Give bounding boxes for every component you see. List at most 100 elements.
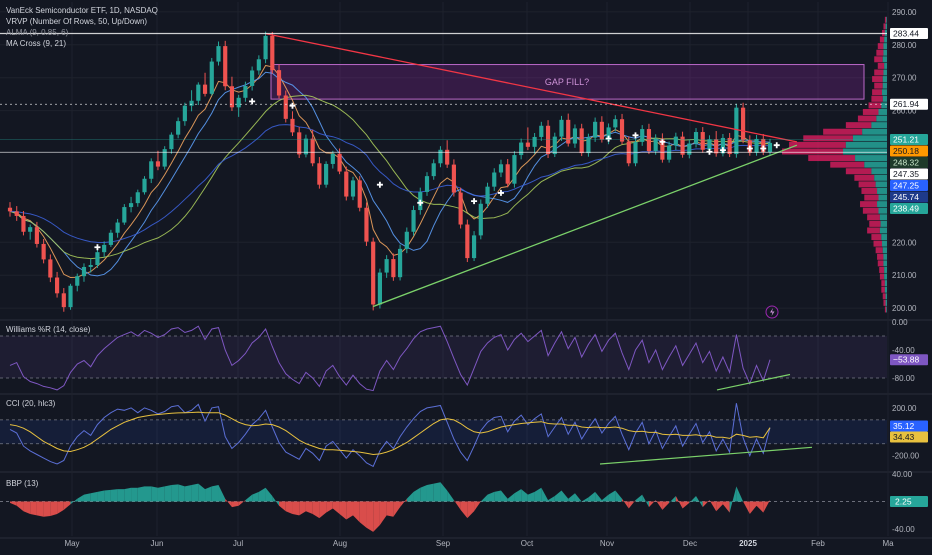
bbp-area bbox=[521, 489, 528, 502]
vrvp-legend[interactable]: VRVP (Number Of Rows, 50, Up/Down) bbox=[6, 17, 148, 26]
bbp-area bbox=[406, 491, 414, 502]
volume-profile-up-bar bbox=[882, 95, 887, 102]
volume-profile-down-bar bbox=[858, 181, 876, 188]
ma-cross-marker bbox=[605, 135, 612, 142]
candle-body bbox=[364, 207, 369, 242]
bbp-title[interactable]: BBP (13) bbox=[6, 479, 39, 488]
bbp-area bbox=[265, 487, 273, 502]
candle-body bbox=[54, 277, 60, 294]
symbol-legend[interactable]: VanEck Semiconductor ETF, 1D, NASDAQ VRV… bbox=[6, 5, 158, 49]
bbp-area bbox=[581, 497, 589, 502]
ma-cross-marker bbox=[746, 145, 753, 152]
bbp-area bbox=[729, 486, 737, 513]
candle-body bbox=[525, 142, 530, 147]
candle-body bbox=[102, 244, 107, 253]
volume-profile-down-bar bbox=[879, 273, 885, 280]
volume-profile-up-bar bbox=[877, 187, 887, 194]
bbp-area bbox=[63, 501, 71, 510]
bbp-area bbox=[319, 501, 327, 519]
volume-profile-up-bar bbox=[871, 122, 887, 129]
bbp-area bbox=[339, 501, 347, 520]
volume-profile-down-bar bbox=[871, 95, 883, 102]
bbp-area bbox=[487, 491, 495, 502]
y-tick-label: 210.00 bbox=[892, 271, 917, 280]
volume-profile-up-bar bbox=[886, 306, 887, 313]
volume-profile-down-bar bbox=[883, 23, 886, 30]
volume-profile-up-bar bbox=[884, 266, 887, 273]
bbp-area bbox=[426, 483, 434, 502]
candle-body bbox=[61, 293, 66, 308]
cci-tick-label: 200.00 bbox=[892, 404, 917, 413]
candle-body bbox=[566, 119, 571, 144]
volume-profile-down-bar bbox=[864, 194, 879, 201]
bbp-area bbox=[117, 489, 125, 502]
candle-body bbox=[532, 136, 537, 147]
bbp-area bbox=[568, 493, 575, 502]
candle-body bbox=[693, 132, 699, 144]
volume-profile-up-bar bbox=[845, 141, 887, 148]
wr-last-label: −53.88 bbox=[893, 355, 920, 365]
volume-profile-up-bar bbox=[881, 102, 887, 109]
y-tick-label: 270.00 bbox=[892, 74, 917, 83]
volume-profile-down-bar bbox=[808, 155, 856, 162]
candle-body bbox=[438, 149, 443, 164]
x-tick-label: Oct bbox=[521, 539, 534, 548]
candle-body bbox=[317, 163, 322, 185]
bbp-area bbox=[534, 487, 542, 502]
bbp-area bbox=[305, 501, 313, 514]
bbp-area bbox=[500, 490, 508, 502]
bbp-area bbox=[507, 493, 515, 502]
williams-r-title[interactable]: Williams %R (14, close) bbox=[6, 325, 91, 334]
candle-body bbox=[559, 119, 564, 137]
candle-body bbox=[68, 285, 73, 308]
bbp-area bbox=[218, 485, 226, 502]
bbp-area bbox=[420, 485, 427, 502]
volume-profile-down-bar bbox=[884, 16, 887, 23]
bbp-tick-label: 40.00 bbox=[892, 470, 913, 479]
ma-long-line bbox=[9, 124, 771, 244]
alma-legend[interactable]: ALMA (9, 0.85, 6) bbox=[6, 28, 69, 37]
volume-profile-down-bar bbox=[830, 161, 865, 168]
candle-body bbox=[599, 121, 604, 140]
symbol-title[interactable]: VanEck Semiconductor ETF, 1D, NASDAQ bbox=[6, 6, 158, 15]
volume-profile-down-bar bbox=[867, 214, 880, 221]
volume-profile-down-bar bbox=[882, 293, 886, 300]
bbp-area bbox=[353, 501, 360, 523]
volume-profile-down-bar bbox=[803, 135, 853, 142]
bbp-area bbox=[514, 489, 522, 502]
volume-profile-down-bar bbox=[869, 220, 881, 227]
bbp-area bbox=[211, 485, 219, 502]
candle-body bbox=[545, 125, 551, 155]
bbp-area bbox=[312, 501, 320, 519]
candle-body bbox=[270, 35, 275, 71]
ma-cross-legend[interactable]: MA Cross (9, 21) bbox=[6, 39, 67, 48]
candle-body bbox=[297, 132, 302, 155]
bbp-area bbox=[413, 487, 421, 502]
candle-body bbox=[182, 105, 187, 122]
candle-body bbox=[727, 137, 732, 155]
candle-body bbox=[741, 107, 746, 141]
bbp-area bbox=[292, 501, 300, 516]
bbp-area bbox=[36, 501, 44, 517]
volume-profile-up-bar bbox=[875, 181, 887, 188]
bbp-area bbox=[608, 490, 616, 502]
wr-tick-label: -80.00 bbox=[892, 374, 915, 383]
candle-body bbox=[485, 186, 490, 204]
cci-title[interactable]: CCI (20, hlc3) bbox=[6, 399, 56, 408]
volume-profile-up-bar bbox=[879, 227, 887, 234]
bbp-area bbox=[43, 501, 51, 517]
bbp-area bbox=[615, 490, 623, 502]
candle-body bbox=[149, 161, 154, 179]
price-label: 251.21 bbox=[893, 135, 919, 145]
y-tick-label: 260.00 bbox=[892, 107, 917, 116]
bbp-area bbox=[716, 501, 723, 512]
volume-profile-up-bar bbox=[885, 293, 887, 300]
y-tick-label: 280.00 bbox=[892, 41, 917, 50]
candle-body bbox=[128, 203, 134, 208]
bbp-area bbox=[104, 489, 111, 502]
candle-body bbox=[572, 128, 578, 144]
bbp-area bbox=[272, 496, 280, 506]
bbp-area bbox=[23, 501, 31, 514]
